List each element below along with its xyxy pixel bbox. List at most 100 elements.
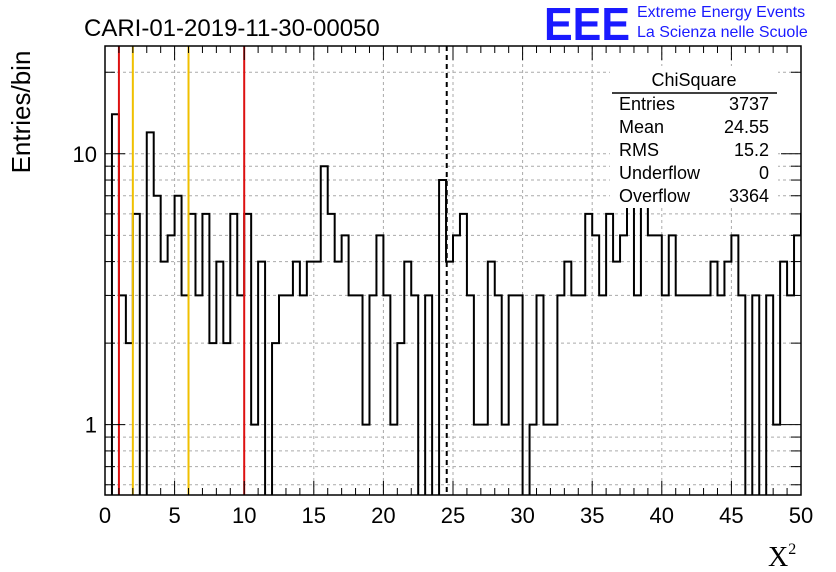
stats-value-entries: 3737 xyxy=(729,94,769,114)
x-axis-label: X2 xyxy=(768,541,796,572)
eee-logo-text: EEE xyxy=(544,0,630,44)
histogram-bin xyxy=(697,295,704,500)
x-tick-label: 20 xyxy=(371,503,395,528)
histogram-bin xyxy=(195,295,202,500)
marker-lines xyxy=(117,46,448,495)
x-tick-label: 5 xyxy=(168,503,180,528)
histogram-bin xyxy=(550,425,557,500)
histogram-bin xyxy=(237,295,244,500)
x-tick-label: 50 xyxy=(789,503,813,528)
logo-line-2: La Scienza nelle Scuole xyxy=(637,24,808,41)
histogram-bin xyxy=(397,343,404,500)
histogram-outline xyxy=(110,113,801,495)
histogram-bin xyxy=(453,235,460,500)
y-tick-label: 10 xyxy=(73,142,97,167)
x-tick-label: 40 xyxy=(650,503,674,528)
histogram-bin xyxy=(112,114,119,500)
histogram-bin xyxy=(467,295,474,500)
histogram-bin xyxy=(780,262,787,500)
x-tick-label: 35 xyxy=(580,503,604,528)
histogram-bin xyxy=(258,262,265,500)
histogram-bin xyxy=(356,295,363,500)
histogram-bin xyxy=(731,235,738,500)
histogram-bin xyxy=(794,235,801,500)
histogram-bin xyxy=(314,262,321,500)
eee-logo: EEE xyxy=(542,0,632,50)
histogram-bin xyxy=(787,295,794,500)
x-tick-label: 30 xyxy=(510,503,534,528)
histogram-bin xyxy=(502,425,509,500)
histogram-bin xyxy=(564,262,571,500)
histogram-bin xyxy=(293,262,300,500)
stats-label-underflow: Underflow xyxy=(619,163,701,183)
histogram-bin xyxy=(662,295,669,500)
histogram-bin xyxy=(634,295,641,500)
histogram-bin xyxy=(230,214,237,500)
stats-value-mean: 24.55 xyxy=(724,117,769,137)
histogram-bin xyxy=(495,295,502,500)
stats-label-mean: Mean xyxy=(619,117,664,137)
stats-box-title: ChiSquare xyxy=(651,70,736,90)
histogram-bin xyxy=(126,343,133,500)
histogram-bin xyxy=(223,343,230,500)
x-tick-label: 45 xyxy=(719,503,743,528)
histogram-bin xyxy=(328,214,335,500)
histogram-bin xyxy=(168,235,175,500)
histogram-bin xyxy=(147,132,154,500)
x-tick-label: 15 xyxy=(302,503,326,528)
histogram-bin xyxy=(439,180,446,500)
histogram-bin xyxy=(773,425,780,500)
histogram-bin xyxy=(182,295,189,500)
histogram-bin xyxy=(279,295,286,500)
histogram-bin xyxy=(390,425,397,500)
histogram-bin xyxy=(655,235,662,500)
histogram-bin xyxy=(766,295,773,500)
histogram-bin xyxy=(119,295,126,500)
histogram-bin xyxy=(460,214,467,500)
histogram-bin xyxy=(376,235,383,500)
histogram-bin xyxy=(669,235,676,500)
histogram-bin xyxy=(342,235,349,500)
histogram-bin xyxy=(488,262,495,500)
stats-value-overflow: 3364 xyxy=(729,186,769,206)
histogram-bin xyxy=(425,295,432,500)
x-tick-label: 25 xyxy=(441,503,465,528)
logo-line-1: Extreme Energy Events xyxy=(637,4,806,21)
stats-value-rms: 15.2 xyxy=(734,140,769,160)
histogram-bin xyxy=(613,262,620,500)
histogram-bin xyxy=(585,214,592,500)
histogram-bin xyxy=(641,196,648,500)
histogram-bin xyxy=(411,295,418,500)
histogram-bin xyxy=(516,295,523,500)
stats-label-rms: RMS xyxy=(619,140,659,160)
histogram-bin xyxy=(571,295,578,500)
stats-value-underflow: 0 xyxy=(759,163,769,183)
histogram-bins xyxy=(110,113,836,500)
histogram-bin xyxy=(369,295,376,500)
stats-label-overflow: Overflow xyxy=(619,186,691,206)
histogram-bin xyxy=(829,262,836,500)
histogram-bin xyxy=(606,214,613,500)
histogram-bin xyxy=(286,295,293,500)
histogram-bin xyxy=(801,214,808,500)
histogram-bin xyxy=(251,425,258,500)
histogram-bin xyxy=(557,295,564,500)
histogram-bin xyxy=(161,262,168,500)
stats-box: ChiSquare Entries 3737 Mean 24.55 RMS 15… xyxy=(610,66,778,208)
histogram-bin xyxy=(537,295,544,500)
histogram-bin xyxy=(363,425,370,500)
histogram-bin xyxy=(383,295,390,500)
stats-label-entries: Entries xyxy=(619,94,675,114)
axis-ticks: 0 5 10 15 20 25 30 35 40 45 50 1 10 xyxy=(73,46,813,528)
histogram-bin xyxy=(620,235,627,500)
histogram-bin xyxy=(530,425,537,500)
histogram-bin xyxy=(300,295,307,500)
histogram-bin xyxy=(690,295,697,500)
x-tick-label: 0 xyxy=(99,503,111,528)
histogram-bin xyxy=(509,295,516,500)
histogram-bin xyxy=(752,295,759,500)
histogram-bin xyxy=(321,166,328,500)
histogram-bin xyxy=(648,235,655,500)
histogram-bin xyxy=(704,295,711,500)
